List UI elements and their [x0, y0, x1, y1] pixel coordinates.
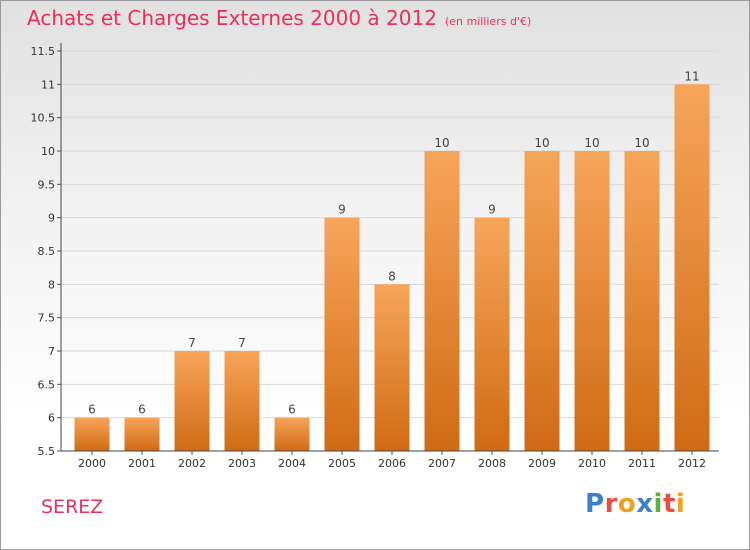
data-label-2005: 9: [338, 203, 346, 217]
axes: [57, 43, 719, 455]
y-tick-label: 7: [48, 345, 55, 358]
chart-unit: (en milliers d'€): [444, 15, 532, 28]
bar-2004: [274, 417, 310, 451]
x-tick-label-2010: 2010: [578, 457, 606, 470]
x-tick-label-2005: 2005: [328, 457, 356, 470]
data-label-2010: 10: [584, 136, 599, 150]
x-tick-label-2003: 2003: [228, 457, 256, 470]
x-tick-label-2008: 2008: [478, 457, 506, 470]
data-label-2003: 7: [238, 336, 246, 350]
y-tick-label: 7.5: [38, 312, 56, 325]
labels: 5.5 6 6.5 7 7.5 8 8.5 9 9.5 10 10.5 11 11.5 6 2000 6 200…: [31, 45, 707, 470]
y-tick-label: 11.5: [31, 45, 56, 58]
bar-2003: [224, 351, 260, 451]
bar-2006: [374, 284, 410, 451]
x-tick-label-2000: 2000: [78, 457, 106, 470]
data-label-2004: 6: [288, 403, 296, 417]
y-tick-label: 8.5: [38, 245, 56, 258]
x-tick-label-2004: 2004: [278, 457, 306, 470]
bar-2000: [74, 417, 110, 451]
data-label-2012: 11: [684, 69, 699, 83]
bar-2008: [474, 217, 510, 451]
chart-title-text: Achats et Charges Externes 2000 à 2012: [27, 6, 437, 30]
bar-2002: [174, 351, 210, 451]
y-tick-label: 6.5: [38, 378, 56, 391]
commune-name: SEREZ: [41, 496, 104, 518]
data-label-2009: 10: [534, 136, 549, 150]
bar-2007: [424, 151, 460, 451]
x-tick-label-2012: 2012: [678, 457, 706, 470]
x-tick-label-2009: 2009: [528, 457, 556, 470]
proxiti-logo: Proxiti: [585, 489, 686, 519]
chart-title: Achats et Charges Externes 2000 à 2012 (e…: [27, 6, 531, 30]
y-tick-label: 5.5: [38, 445, 56, 458]
bar-2012: [674, 84, 710, 451]
y-tick-label: 10.5: [31, 112, 56, 125]
bars: [74, 84, 710, 451]
bar-2011: [624, 151, 660, 451]
bar-2005: [324, 217, 360, 451]
y-tick-label: 9.5: [38, 178, 56, 191]
bar-2009: [524, 151, 560, 451]
bar-2001: [124, 417, 160, 451]
x-tick-label-2011: 2011: [628, 457, 656, 470]
data-label-2001: 6: [138, 403, 146, 417]
x-tick-label-2007: 2007: [428, 457, 456, 470]
data-label-2000: 6: [88, 403, 96, 417]
data-label-2011: 10: [634, 136, 649, 150]
data-label-2002: 7: [188, 336, 196, 350]
y-tick-label: 9: [48, 212, 55, 225]
data-label-2007: 10: [434, 136, 449, 150]
y-tick-label: 6: [48, 412, 55, 425]
bar-2010: [574, 151, 610, 451]
x-tick-label-2001: 2001: [128, 457, 156, 470]
y-tick-label: 8: [48, 278, 55, 291]
data-label-2008: 9: [488, 203, 496, 217]
y-tick-label: 11: [41, 78, 55, 91]
data-label-2006: 8: [388, 269, 396, 283]
x-tick-label-2002: 2002: [178, 457, 206, 470]
y-tick-label: 10: [41, 145, 55, 158]
x-tick-label-2006: 2006: [378, 457, 406, 470]
